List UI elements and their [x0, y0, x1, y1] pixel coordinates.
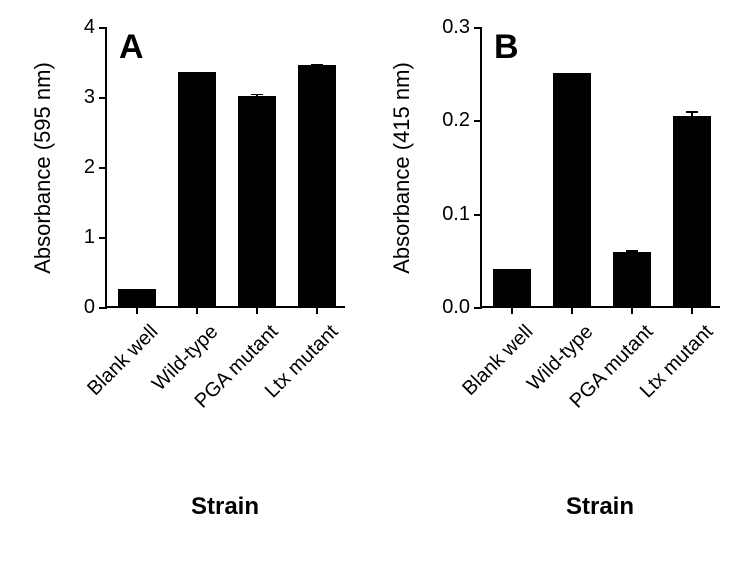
ytick-label: 0.3	[442, 17, 482, 37]
bar	[298, 65, 336, 306]
bar	[673, 116, 711, 306]
xtick-mark	[511, 306, 513, 314]
xtick-mark	[136, 306, 138, 314]
ytick-label: 0	[84, 297, 107, 317]
x-category-label: Ltx mutant	[222, 320, 344, 442]
x-category-label: Blank well	[42, 320, 164, 442]
error-cap	[311, 64, 323, 66]
bar	[238, 96, 276, 306]
x-axis-label: Strain	[105, 495, 345, 519]
xtick-mark	[691, 306, 693, 314]
xtick-mark	[631, 306, 633, 314]
panel-letter-A: A	[119, 30, 144, 64]
figure: A01234Blank wellWild-typePGA mutantLtx m…	[0, 0, 750, 561]
x-category-label: Blank well	[417, 320, 539, 442]
ytick-label: 0.0	[442, 297, 482, 317]
error-bar	[691, 112, 693, 118]
bar	[178, 72, 216, 307]
ytick-label: 1	[84, 227, 107, 247]
y-axis-label: Absorbance (595 nm)	[32, 28, 54, 308]
plot-area-B: B0.00.10.20.3Blank wellWild-typePGA muta…	[480, 28, 720, 308]
xtick-mark	[196, 306, 198, 314]
ytick-label: 3	[84, 87, 107, 107]
bar	[553, 73, 591, 306]
bar	[118, 289, 156, 307]
ytick-label: 4	[84, 17, 107, 37]
xtick-mark	[571, 306, 573, 314]
y-axis-label: Absorbance (415 nm)	[391, 28, 413, 308]
ytick-label: 0.1	[442, 204, 482, 224]
ytick-label: 2	[84, 157, 107, 177]
plot-area-A: A01234Blank wellWild-typePGA mutantLtx m…	[105, 28, 345, 308]
bar	[493, 269, 531, 306]
error-cap	[626, 250, 638, 252]
panel-letter-B: B	[494, 30, 519, 64]
xtick-mark	[256, 306, 258, 314]
xtick-mark	[316, 306, 318, 314]
bar	[613, 252, 651, 306]
x-category-label: Ltx mutant	[597, 320, 719, 442]
ytick-label: 0.2	[442, 110, 482, 130]
x-axis-label: Strain	[480, 495, 720, 519]
error-cap	[686, 111, 698, 113]
error-cap	[251, 94, 263, 96]
